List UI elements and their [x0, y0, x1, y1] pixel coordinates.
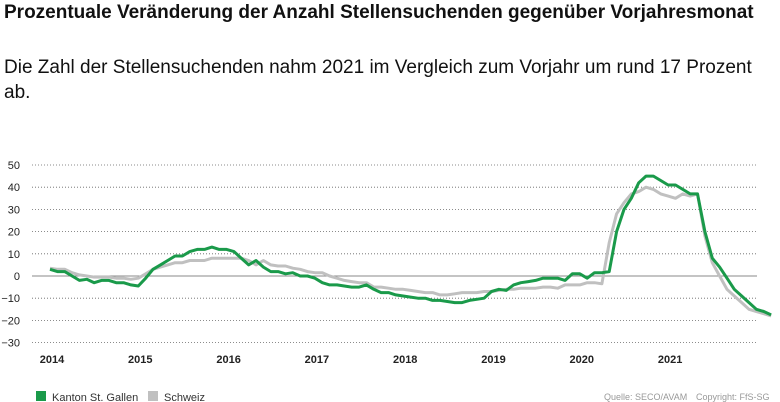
source-note: Quelle: SECO/AVAM	[604, 392, 687, 402]
legend-label-schweiz: Schweiz	[164, 392, 205, 402]
series-line-st-gallen	[49, 174, 772, 317]
y-tick-label: 10	[8, 249, 20, 261]
y-tick-label: 40	[8, 182, 20, 194]
y-tick-label: 50	[8, 160, 20, 172]
y-axis-ticks: 50 40 30 20 10 0 −10 −20 −30	[1, 160, 20, 350]
legend-label-st-gallen: Kanton St. Gallen	[52, 392, 138, 402]
gridlines	[32, 164, 757, 344]
y-tick-label: 20	[8, 227, 20, 239]
legend-swatch-schweiz	[148, 391, 158, 401]
y-tick-label: −10	[1, 293, 20, 305]
x-tick-label: 2020	[570, 354, 594, 366]
chart-title: Prozentuale Veränderung der Anzahl Stell…	[4, 2, 754, 23]
y-tick-label: 0	[14, 271, 20, 283]
y-tick-label: 30	[8, 204, 20, 216]
x-tick-label: 2015	[128, 354, 152, 366]
y-tick-label: −30	[1, 338, 20, 350]
x-tick-label: 2016	[216, 354, 240, 366]
x-axis-ticks: 2014 2015 2016 2017 2018 2019 2020 2021	[40, 354, 683, 366]
series-lines	[49, 174, 772, 318]
x-tick-label: 2017	[305, 354, 329, 366]
legend: Kanton St. Gallen Schweiz	[36, 391, 205, 402]
x-tick-label: 2019	[481, 354, 505, 366]
series-line-schweiz	[49, 185, 772, 318]
x-tick-label: 2021	[658, 354, 682, 366]
x-tick-label: 2018	[393, 354, 417, 366]
x-tick-label: 2014	[40, 354, 65, 366]
copyright-note: Copyright: FfS-SG	[696, 392, 770, 402]
chart-subtitle: Die Zahl der Stellensuchenden nahm 2021 …	[4, 57, 752, 103]
y-tick-label: −20	[1, 315, 20, 327]
legend-swatch-st-gallen	[36, 391, 46, 401]
